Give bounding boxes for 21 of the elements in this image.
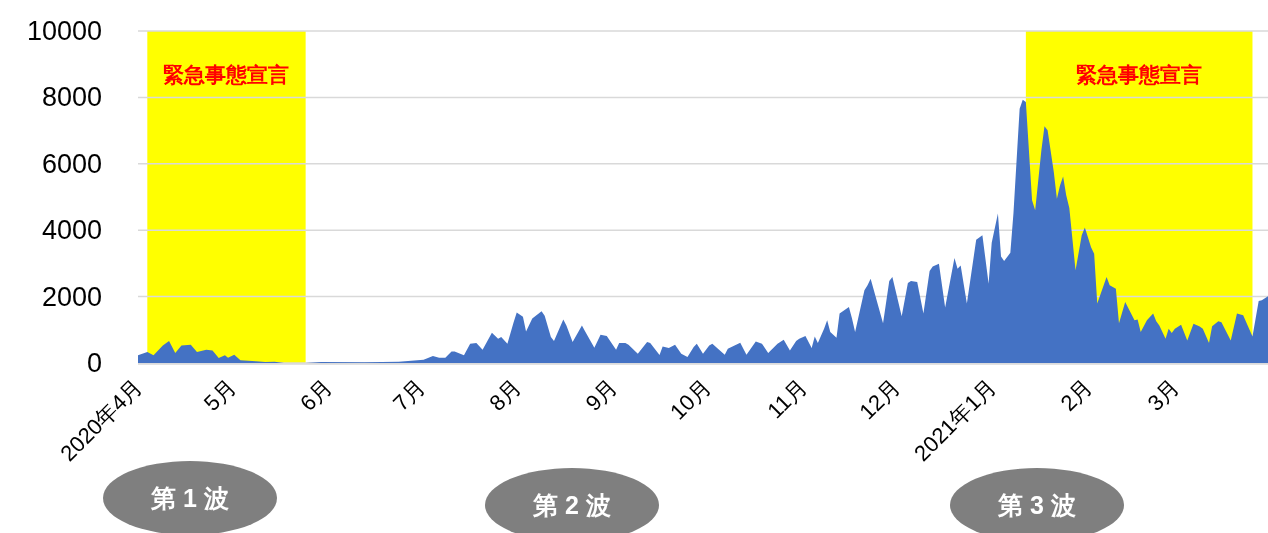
x-tick-label: 7月 <box>388 373 431 416</box>
x-tick-label: 11月 <box>762 373 812 424</box>
band-label: 緊急事態宣言 <box>1076 63 1203 86</box>
y-tick-label: 0 <box>86 348 102 378</box>
text: 第 3 波 <box>997 491 1076 519</box>
text: 第 1 波 <box>150 484 229 512</box>
x-tick-label: 6月 <box>295 373 337 416</box>
x-tick-label: 5月 <box>198 373 241 416</box>
y-tick-label: 2000 <box>41 281 102 312</box>
x-tick-label: 2月 <box>1055 373 1098 416</box>
x-tick-label: 12月 <box>854 373 906 425</box>
x-tick-label: 10月 <box>665 373 716 425</box>
y-tick-label: 8000 <box>41 82 102 113</box>
x-tick-label: 3月 <box>1142 373 1185 416</box>
x-tick-label: 8月 <box>484 373 527 416</box>
x-tick-label: 9月 <box>580 373 623 416</box>
y-tick-label: 4000 <box>41 215 102 246</box>
y-tick-label: 6000 <box>41 148 102 179</box>
text: 第 2 波 <box>532 491 611 519</box>
y-tick-label: 10000 <box>26 16 102 46</box>
band-label: 緊急事態宣言 <box>163 63 290 86</box>
